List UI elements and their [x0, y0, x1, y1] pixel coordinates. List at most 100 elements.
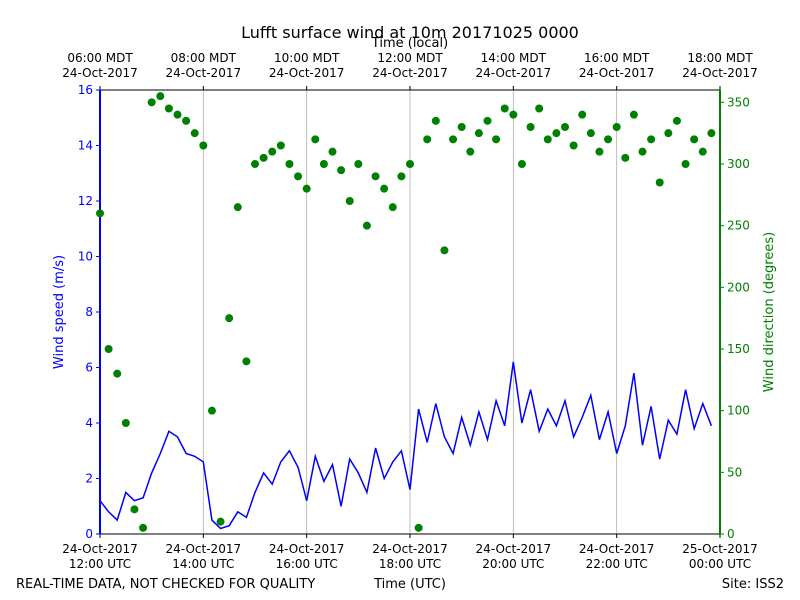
x2-tick-label-line: 24-Oct-2017	[579, 66, 655, 80]
x2-tick-label-line: 24-Oct-2017	[372, 66, 448, 80]
direction-point	[569, 141, 578, 150]
direction-point	[354, 160, 363, 168]
direction-point	[207, 406, 216, 415]
x2-tick-label-line: 14:00 MDT	[481, 51, 547, 65]
y-tick-label: 14	[78, 139, 93, 153]
x2-tick-label-line: 12:00 MDT	[377, 51, 443, 65]
y-tick-label: 6	[85, 361, 93, 375]
direction-point	[406, 160, 414, 168]
x-tick-label-line: 00:00 UTC	[689, 557, 751, 571]
x2-tick-label-line: 08:00 MDT	[171, 51, 237, 65]
direction-point	[414, 523, 423, 532]
direction-point	[604, 135, 613, 144]
direction-point	[104, 345, 113, 353]
x2-tick-label: 18:00 MDT 24-Oct-2017	[682, 51, 758, 80]
direction-point	[664, 129, 673, 138]
direction-point	[431, 116, 440, 125]
direction-point	[242, 357, 251, 366]
direction-point	[345, 197, 354, 205]
direction-point	[500, 104, 509, 113]
direction-point	[509, 110, 518, 119]
direction-point	[380, 184, 389, 193]
x2-tick-label-line: 24-Oct-2017	[476, 66, 552, 80]
x-tick-label-line: 24-Oct-2017	[269, 542, 345, 556]
x-axis-label: Time (UTC)	[373, 577, 446, 592]
x2-tick-label: 10:00 MDT 24-Oct-2017	[269, 51, 345, 80]
y-axis-label: Wind speed (m/s)	[52, 255, 67, 369]
direction-point	[319, 160, 328, 168]
direction-point	[164, 104, 173, 113]
x-tick-label-line: 24-Oct-2017	[579, 542, 655, 556]
direction-point	[156, 92, 165, 101]
x-tick-label-line: 24-Oct-2017	[476, 542, 552, 556]
direction-point	[423, 135, 432, 144]
y2-tick-label: 0	[727, 527, 735, 541]
direction-point	[698, 147, 707, 156]
direction-point	[457, 123, 466, 131]
y-tick-label: 8	[85, 305, 93, 319]
direction-point	[173, 110, 182, 119]
direction-point	[225, 314, 234, 323]
x-tick-label-line: 24-Oct-2017	[372, 542, 448, 556]
x2-tick-label: 12:00 MDT 24-Oct-2017	[372, 51, 448, 80]
x-tick-label-line: 12:00 UTC	[69, 557, 131, 571]
direction-point	[276, 141, 285, 150]
direction-point	[302, 184, 311, 193]
direction-point	[466, 147, 475, 156]
direction-point	[285, 160, 294, 168]
direction-point	[578, 110, 587, 119]
direction-point	[216, 517, 225, 526]
direction-point	[517, 160, 526, 168]
direction-point	[672, 116, 681, 125]
direction-point	[526, 123, 535, 131]
direction-point	[397, 172, 406, 181]
y2-tick-label: 50	[727, 465, 742, 479]
direction-point	[371, 172, 380, 181]
direction-point	[535, 104, 544, 113]
x-tick-label: 24-Oct-2017 14:00 UTC	[166, 542, 242, 571]
direction-point	[483, 116, 492, 125]
direction-point	[474, 129, 483, 138]
direction-point	[182, 116, 191, 125]
x2-axis-label: Time (local)	[371, 36, 448, 51]
x-tick-label-line: 25-Oct-2017	[682, 542, 758, 556]
direction-point	[147, 98, 156, 107]
direction-point	[690, 135, 699, 144]
direction-point	[121, 419, 130, 427]
direction-point	[268, 147, 277, 156]
y2-tick-label: 250	[727, 219, 750, 233]
direction-point	[388, 203, 397, 212]
x2-tick-label-line: 10:00 MDT	[274, 51, 340, 65]
direction-point	[294, 172, 303, 181]
x2-tick-label: 08:00 MDT 24-Oct-2017	[166, 51, 242, 80]
x2-tick-label: 14:00 MDT 24-Oct-2017	[476, 51, 552, 80]
x-tick-label-line: 20:00 UTC	[482, 557, 544, 571]
direction-point	[655, 178, 664, 187]
direction-point	[259, 153, 268, 162]
y2-tick-label: 150	[727, 342, 750, 356]
direction-point	[440, 246, 449, 255]
x-tick-label-line: 24-Oct-2017	[62, 542, 138, 556]
x-tick-label-line: 22:00 UTC	[586, 557, 648, 571]
x-tick-label: 24-Oct-2017 16:00 UTC	[269, 542, 345, 571]
direction-point	[561, 123, 569, 131]
y2-tick-label: 200	[727, 280, 750, 294]
x-tick-label: 25-Oct-2017 00:00 UTC	[682, 542, 758, 571]
x-tick-label: 24-Oct-2017 20:00 UTC	[476, 542, 552, 571]
direction-point	[139, 523, 148, 532]
direction-point	[621, 153, 630, 162]
footer-left: REAL-TIME DATA, NOT CHECKED FOR QUALITY	[16, 577, 315, 592]
x-tick-label-line: 24-Oct-2017	[166, 542, 242, 556]
chart-title: Lufft surface wind at 10m 20171025 0000	[241, 23, 579, 42]
x2-tick-label-line: 18:00 MDT	[687, 51, 753, 65]
direction-point	[552, 129, 561, 138]
x2-tick-label: 06:00 MDT 24-Oct-2017	[62, 51, 138, 80]
x2-tick-label-line: 24-Oct-2017	[166, 66, 242, 80]
footer-right: Site: ISS2	[722, 577, 784, 592]
direction-point	[612, 123, 621, 131]
y2-tick-label: 100	[727, 404, 750, 418]
direction-point	[199, 141, 208, 150]
x-tick-label: 24-Oct-2017 22:00 UTC	[579, 542, 655, 571]
